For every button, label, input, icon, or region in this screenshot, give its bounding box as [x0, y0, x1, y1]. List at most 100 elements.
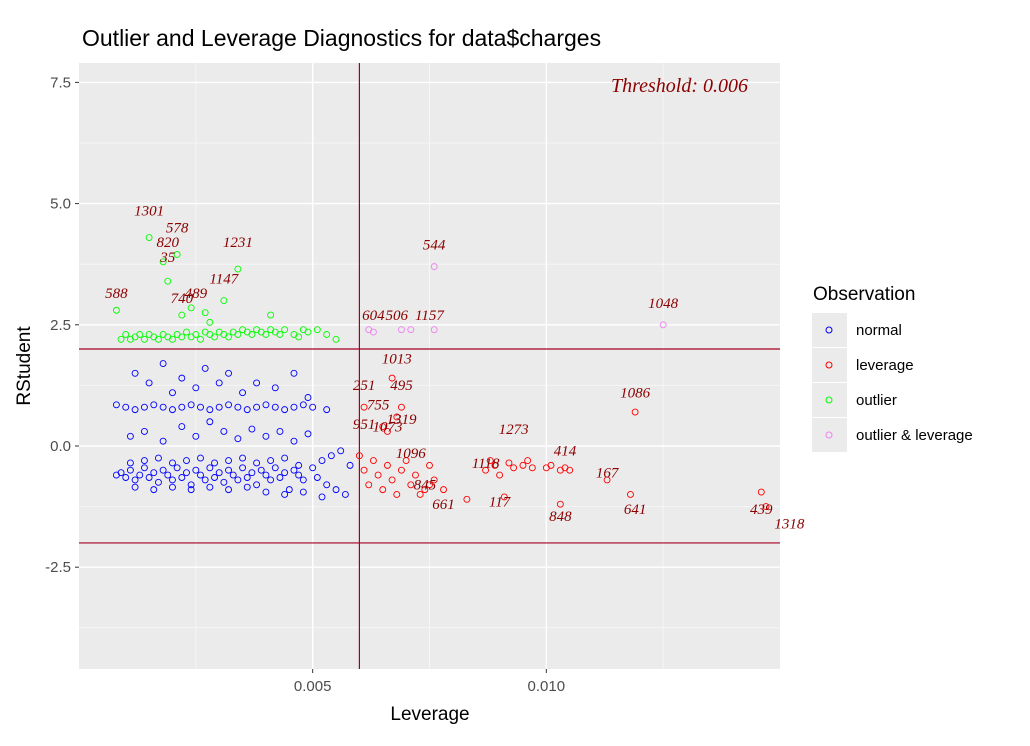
x-axis-label: Leverage	[390, 704, 469, 725]
normal-point	[173, 464, 181, 472]
normal-point	[136, 471, 144, 479]
normal-point	[140, 403, 148, 411]
normal-point	[248, 469, 256, 477]
point-label: 588	[105, 286, 128, 302]
normal-point	[220, 427, 228, 435]
normal-point	[225, 486, 232, 494]
outlier-point	[169, 335, 176, 343]
legend-entry-label: normal	[856, 322, 902, 339]
outlier-point	[332, 335, 340, 343]
normal-point	[304, 430, 312, 438]
normal-point	[262, 488, 270, 496]
normal-point	[318, 493, 326, 501]
normal-point	[159, 466, 167, 474]
normal-point	[192, 432, 200, 440]
outlier-leverage-point	[659, 321, 667, 329]
normal-point	[187, 401, 195, 409]
legend-key-marker	[825, 326, 833, 334]
normal-point	[164, 471, 172, 479]
normal-point	[169, 483, 176, 491]
outlier-leverage-point	[430, 263, 438, 271]
normal-point	[225, 401, 232, 409]
normal-point	[253, 459, 261, 467]
leverage-point	[355, 452, 363, 460]
normal-point	[187, 486, 195, 494]
leverage-point	[374, 471, 382, 479]
normal-point	[271, 403, 279, 411]
leverage-point	[398, 466, 405, 474]
outlier-point	[187, 304, 195, 312]
normal-point	[239, 464, 247, 472]
leverage-point	[486, 457, 494, 464]
outlier-point	[206, 318, 214, 326]
leverage-point	[510, 464, 518, 472]
leverage-point	[383, 427, 391, 435]
normal-point	[253, 403, 261, 411]
normal-point	[201, 476, 209, 484]
normal-point	[197, 471, 204, 479]
point-label: 1318	[774, 516, 805, 532]
outlier-point	[140, 335, 148, 343]
leverage-point	[547, 461, 555, 469]
normal-point	[309, 464, 317, 472]
normal-point	[178, 474, 186, 481]
point-label: 755	[367, 398, 390, 414]
normal-point	[140, 457, 148, 464]
normal-point	[192, 466, 200, 474]
legend-key-bg	[812, 313, 847, 347]
normal-point	[225, 369, 232, 377]
outlier-leverage-point	[430, 326, 438, 334]
outlier-point	[262, 331, 270, 338]
normal-point	[281, 491, 289, 498]
y-tick-label: -2.5	[45, 559, 71, 576]
normal-point	[150, 401, 158, 409]
outlier-leverage-point	[369, 328, 377, 336]
leverage-point	[388, 374, 396, 382]
normal-point	[276, 474, 284, 481]
normal-point	[220, 478, 228, 486]
outlier-leverage-point	[398, 326, 405, 334]
leverage-point	[407, 481, 415, 489]
normal-point	[178, 374, 186, 382]
normal-point	[131, 483, 139, 491]
normal-point	[267, 457, 275, 464]
point-label: 35	[159, 250, 176, 266]
normal-point	[169, 459, 176, 467]
normal-point	[337, 447, 345, 455]
leverage-point	[603, 476, 611, 484]
leverage-point	[383, 461, 391, 469]
normal-point	[117, 469, 125, 477]
outlier-point	[304, 328, 312, 336]
normal-point	[211, 474, 218, 481]
normal-point	[215, 403, 223, 411]
legend-entry-label: leverage	[856, 357, 914, 374]
legend-key-marker	[825, 361, 833, 369]
normal-point	[257, 466, 265, 474]
normal-point	[285, 486, 293, 494]
normal-point	[299, 476, 307, 484]
normal-point	[281, 469, 289, 477]
point-label: 489	[185, 286, 208, 302]
point-label: 251	[353, 378, 376, 394]
outlier-point	[178, 333, 186, 341]
leverage-point	[496, 471, 504, 479]
outlier-point	[295, 333, 303, 341]
normal-point	[169, 389, 176, 397]
normal-point	[206, 464, 214, 472]
point-label: 740	[171, 291, 194, 307]
normal-point	[262, 471, 270, 479]
normal-point	[211, 459, 218, 467]
outlier-point	[313, 326, 321, 334]
normal-point	[183, 469, 190, 477]
normal-point	[122, 474, 130, 481]
normal-point	[281, 406, 289, 414]
outlier-point	[220, 297, 228, 305]
normal-point	[243, 474, 251, 481]
outlier-point	[178, 311, 186, 319]
leverage-point	[505, 459, 513, 467]
point-label: 1086	[620, 386, 651, 402]
outlier-point	[145, 234, 153, 241]
leverage-point	[491, 461, 499, 469]
outlier-point	[197, 335, 204, 343]
point-label: 1301	[134, 204, 164, 220]
